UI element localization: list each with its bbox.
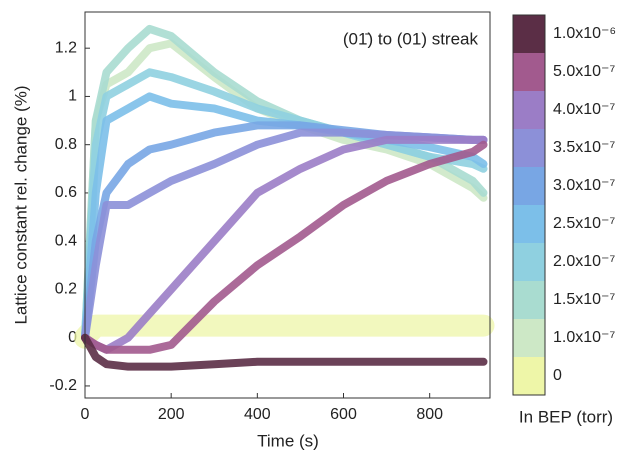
legend-swatch [513, 91, 545, 129]
series-line [74, 314, 495, 349]
legend-swatch [513, 129, 545, 167]
legend-label: 1.0x10⁻⁷ [553, 329, 615, 346]
legend-label: 1.0x10⁻⁶ [553, 25, 616, 42]
legend-swatch [513, 281, 545, 319]
y-tick-label: 1.2 [55, 39, 77, 56]
y-tick-label: -0.2 [49, 377, 77, 394]
legend-label: 3.5x10⁻⁷ [553, 139, 615, 156]
plot-frame [84, 11, 491, 399]
y-tick-label: 1 [68, 88, 77, 105]
y-tick-label: 0.8 [55, 136, 77, 153]
series-line [81, 333, 488, 371]
legend-label: 5.0x10⁻⁷ [553, 63, 615, 80]
legend-label: 2.5x10⁻⁷ [553, 215, 615, 232]
series-line [81, 39, 488, 342]
legend-label: 4.0x10⁻⁷ [553, 101, 615, 118]
x-tick-label: 600 [330, 406, 357, 423]
x-tick-label: 200 [158, 406, 185, 423]
x-tick-label: 800 [416, 406, 443, 423]
y-axis-label: Lattice constant rel. change (%) [11, 85, 30, 324]
legend-swatch [513, 319, 545, 357]
y-tick-label: 0.4 [55, 232, 77, 249]
legend-swatch [513, 243, 545, 281]
y-tick-label: 0.2 [55, 281, 77, 298]
legend-label: 0 [553, 367, 562, 384]
y-tick-label: 0.6 [55, 184, 77, 201]
legend-label: 1.5x10⁻⁷ [553, 291, 615, 308]
series-line [81, 92, 488, 342]
series-line [81, 140, 488, 354]
legend-swatch [513, 205, 545, 243]
legend-swatch [513, 15, 545, 53]
legend-label: 2.0x10⁻⁷ [553, 253, 615, 270]
legend-label: 3.0x10⁻⁷ [553, 177, 615, 194]
legend-swatch [513, 357, 545, 395]
legend-title: In BEP (torr) [519, 407, 613, 426]
colorbar-frame [512, 14, 546, 396]
y-tick-label: 0 [68, 329, 77, 346]
x-tick-label: 400 [244, 406, 271, 423]
x-axis-label: Time (s) [257, 431, 319, 450]
series-line [81, 68, 488, 342]
annotation: (01̄) to (01) streak [343, 29, 479, 48]
x-tick-label: 0 [81, 406, 90, 423]
legend-swatch [513, 167, 545, 205]
legend-swatch [513, 53, 545, 91]
